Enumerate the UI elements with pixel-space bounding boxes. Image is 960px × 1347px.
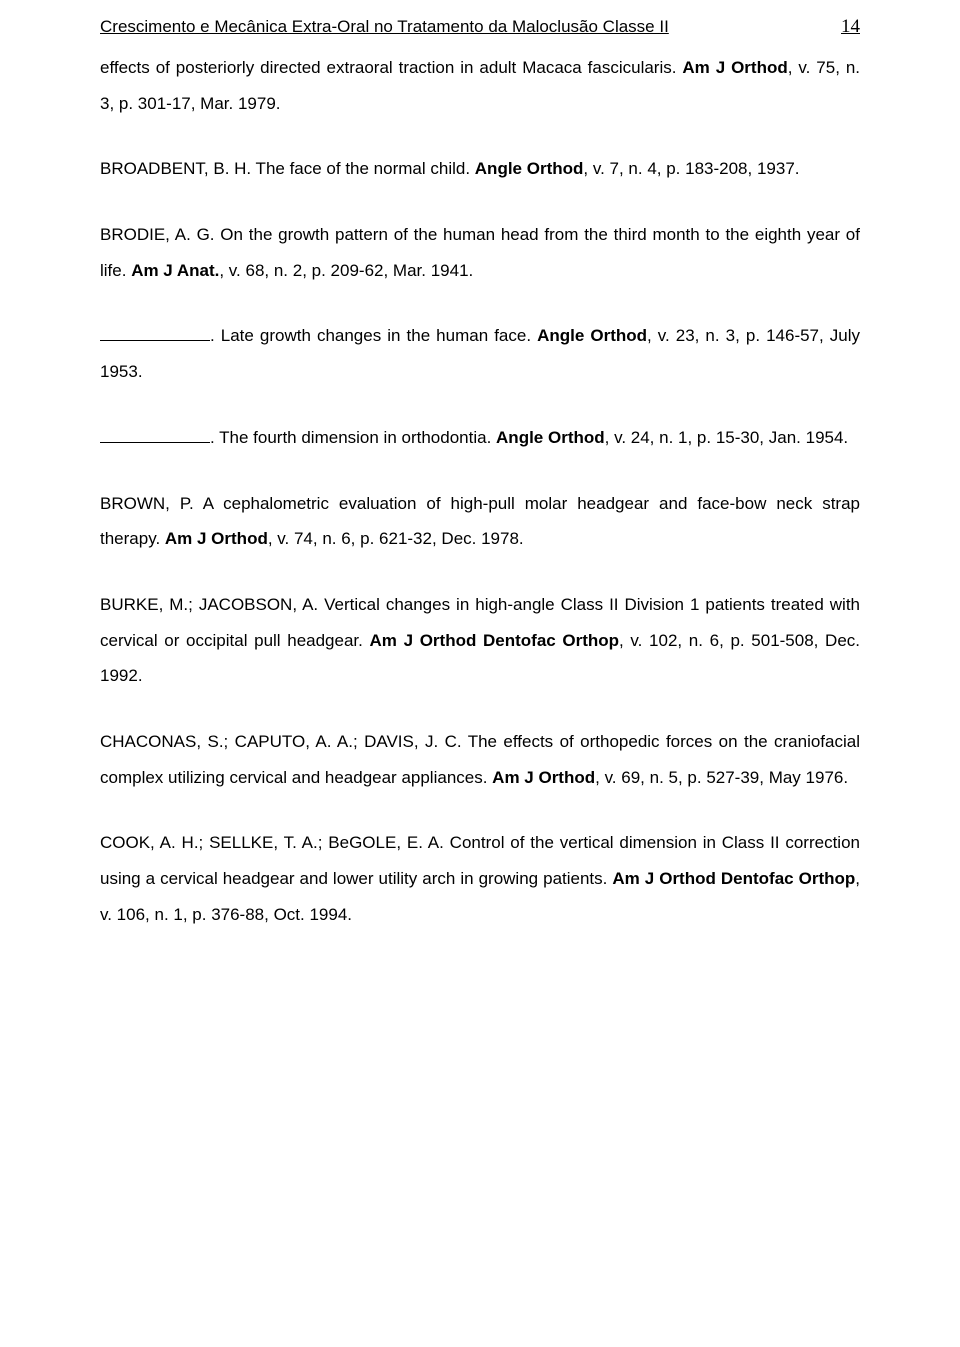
reference-entry: CHACONAS, S.; CAPUTO, A. A.; DAVIS, J. C…	[100, 724, 860, 795]
reference-entry: COOK, A. H.; SELLKE, T. A.; BeGOLE, E. A…	[100, 825, 860, 932]
ref-text: , v. 69, n. 5, p. 527-39, May 1976.	[595, 768, 848, 787]
reference-entry: BURKE, M.; JACOBSON, A. Vertical changes…	[100, 587, 860, 694]
ref-text: , v. 74, n. 6, p. 621-32, Dec. 1978.	[268, 529, 524, 548]
ref-text: , v. 24, n. 1, p. 15-30, Jan. 1954.	[605, 428, 849, 447]
ref-text: , v. 7, n. 4, p. 183-208, 1937.	[583, 159, 799, 178]
journal-name: Am J Orthod Dentofac Orthop	[370, 631, 620, 650]
ref-text: , v. 68, n. 2, p. 209-62, Mar. 1941.	[219, 261, 473, 280]
page-number: 14	[841, 16, 860, 38]
ref-text: effects of posteriorly directed extraora…	[100, 58, 682, 77]
journal-name: Angle Orthod	[496, 428, 605, 447]
ref-text: BROADBENT, B. H. The face of the normal …	[100, 159, 475, 178]
reference-entry: BROADBENT, B. H. The face of the normal …	[100, 151, 860, 187]
repeat-author-line	[100, 323, 210, 341]
journal-name: Angle Orthod	[475, 159, 584, 178]
journal-name: Am J Orthod	[492, 768, 595, 787]
ref-text: . Late growth changes in the human face.	[210, 326, 537, 345]
running-title: Crescimento e Mecânica Extra-Oral no Tra…	[100, 17, 669, 37]
reference-entry: BRODIE, A. G. On the growth pattern of t…	[100, 217, 860, 288]
reference-entry: . The fourth dimension in orthodontia. A…	[100, 420, 860, 456]
ref-text: . The fourth dimension in orthodontia.	[210, 428, 496, 447]
journal-name: Am J Orthod	[165, 529, 268, 548]
repeat-author-line	[100, 425, 210, 443]
reference-entry: effects of posteriorly directed extraora…	[100, 50, 860, 121]
reference-entry: BROWN, P. A cephalometric evaluation of …	[100, 486, 860, 557]
reference-entry: . Late growth changes in the human face.…	[100, 318, 860, 389]
journal-name: Am J Orthod Dentofac Orthop	[612, 869, 855, 888]
journal-name: Am J Orthod	[682, 58, 787, 77]
journal-name: Angle Orthod	[537, 326, 647, 345]
document-page: Crescimento e Mecânica Extra-Oral no Tra…	[0, 0, 960, 1347]
journal-name: Am J Anat.	[131, 261, 219, 280]
page-header: Crescimento e Mecânica Extra-Oral no Tra…	[100, 16, 860, 38]
